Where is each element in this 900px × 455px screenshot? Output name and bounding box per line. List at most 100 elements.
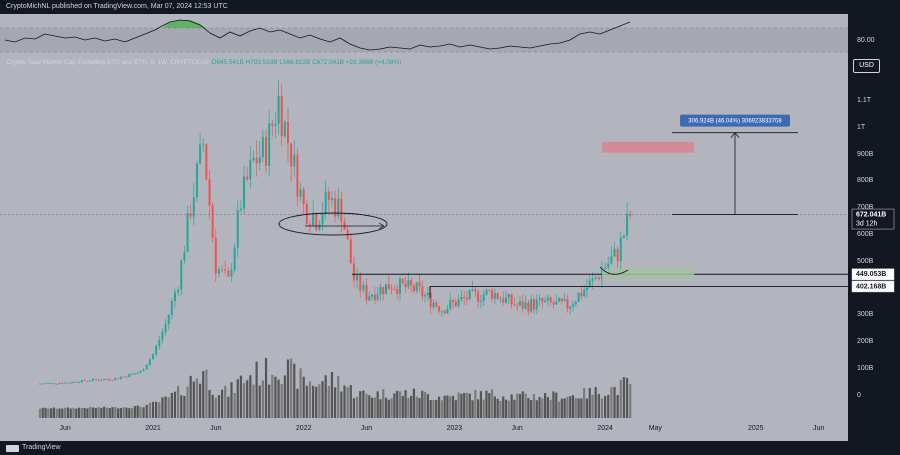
candle-body: [616, 248, 619, 262]
candle-body: [426, 292, 429, 296]
sell-zone: [602, 141, 694, 153]
volume-bar: [148, 402, 151, 418]
candle-body: [230, 269, 233, 277]
candle-body: [510, 294, 513, 305]
candle-body: [577, 293, 580, 302]
volume-bar: [352, 398, 356, 418]
volume-bar: [44, 407, 47, 418]
volume-bar: [321, 381, 324, 418]
candle-body: [407, 280, 410, 288]
volume-bar: [583, 387, 586, 418]
x-tick-label: Jun: [210, 425, 221, 432]
candle-body: [293, 154, 296, 167]
volume-bar: [296, 388, 299, 418]
volume-bar: [286, 359, 290, 418]
volume-bar: [449, 396, 452, 418]
candle-body: [379, 286, 382, 295]
candle-body: [167, 314, 170, 325]
volume-bar: [66, 407, 69, 418]
candle-body: [142, 369, 145, 372]
candle-body: [214, 237, 217, 274]
candle-body: [541, 298, 544, 303]
candle-body: [569, 306, 572, 309]
volume-bar: [170, 392, 173, 418]
candle-body: [125, 376, 128, 378]
candle-body: [249, 160, 252, 180]
candle-body: [560, 298, 563, 302]
candle-body: [173, 292, 176, 301]
candle-body: [474, 289, 477, 292]
volume-bar: [490, 389, 494, 418]
volume-bar: [376, 391, 379, 418]
candle-body: [47, 383, 50, 384]
candle-body: [538, 298, 541, 300]
volume-bar: [83, 407, 86, 418]
volume-bar: [393, 393, 396, 418]
volume-bar: [208, 390, 211, 418]
volume-bar: [629, 384, 632, 418]
candle-body: [449, 300, 452, 309]
volume-bar: [493, 396, 496, 418]
candle-body: [192, 197, 195, 217]
volume-bar: [139, 406, 142, 418]
y-tick-label: 300B: [857, 311, 874, 318]
volume-bar: [255, 361, 258, 418]
currency-button[interactable]: USD: [853, 59, 880, 73]
volume-bar: [308, 381, 312, 418]
volume-bar: [499, 401, 502, 418]
volume-bar: [346, 387, 349, 418]
volume-bar: [426, 394, 429, 418]
price-tag-box: [851, 208, 895, 230]
candle-body: [340, 198, 343, 222]
volume-bar: [337, 376, 340, 418]
candle-body: [499, 298, 502, 300]
candle-body: [239, 208, 242, 211]
candle-body: [128, 374, 131, 378]
volume-bar: [205, 369, 208, 418]
volume-bar: [41, 407, 44, 418]
volume-bar: [412, 388, 416, 418]
volume-bar: [136, 405, 139, 418]
volume-bar: [443, 395, 446, 418]
candle-body: [58, 383, 61, 384]
volume-bar: [368, 395, 371, 418]
candle-body: [393, 289, 396, 290]
candle-body: [583, 290, 586, 297]
volume-bar: [407, 397, 410, 418]
candle-body: [535, 299, 538, 310]
x-tick-label: Jun: [361, 425, 372, 432]
x-axis-ticks: Jun 2021 Jun 2022 Jun 2023 Jun 2024 May 2025 Jun: [59, 425, 824, 432]
candle-body: [119, 377, 122, 379]
candle-body: [152, 354, 154, 360]
candle-body: [122, 376, 125, 378]
volume-bar: [479, 391, 483, 418]
publisher-text: CryptoMichNL published on TradingView.co…: [6, 3, 228, 10]
candle-body: [446, 308, 449, 314]
candle-body: [524, 302, 527, 309]
volume-bar: [546, 397, 549, 418]
candle-body: [211, 205, 214, 238]
candle-body: [491, 290, 494, 299]
candle-body: [280, 95, 283, 137]
rsi-tick-80: 80.00: [857, 37, 875, 44]
x-tick-label: 2023: [447, 425, 463, 432]
candle-body: [415, 282, 418, 291]
volume-bar: [482, 399, 485, 418]
candle-body: [55, 383, 58, 385]
candle-body: [597, 277, 600, 280]
y-tick-label: 1T: [857, 124, 866, 131]
candle-body: [488, 289, 491, 291]
candle-body: [532, 299, 535, 310]
y-tick-label: 200B: [857, 338, 874, 345]
candles: [38, 79, 632, 385]
volume-bar: [446, 395, 449, 418]
candle-body: [155, 345, 158, 355]
publisher-bar: CryptoMichNL published on TradingView.co…: [0, 0, 900, 14]
candle-body: [507, 294, 510, 298]
candle-body: [199, 144, 202, 164]
candle-body: [594, 277, 597, 279]
candle-body: [158, 340, 161, 346]
candle-body: [513, 304, 516, 306]
volume-bars: [38, 357, 632, 418]
volume-bar: [398, 391, 402, 418]
